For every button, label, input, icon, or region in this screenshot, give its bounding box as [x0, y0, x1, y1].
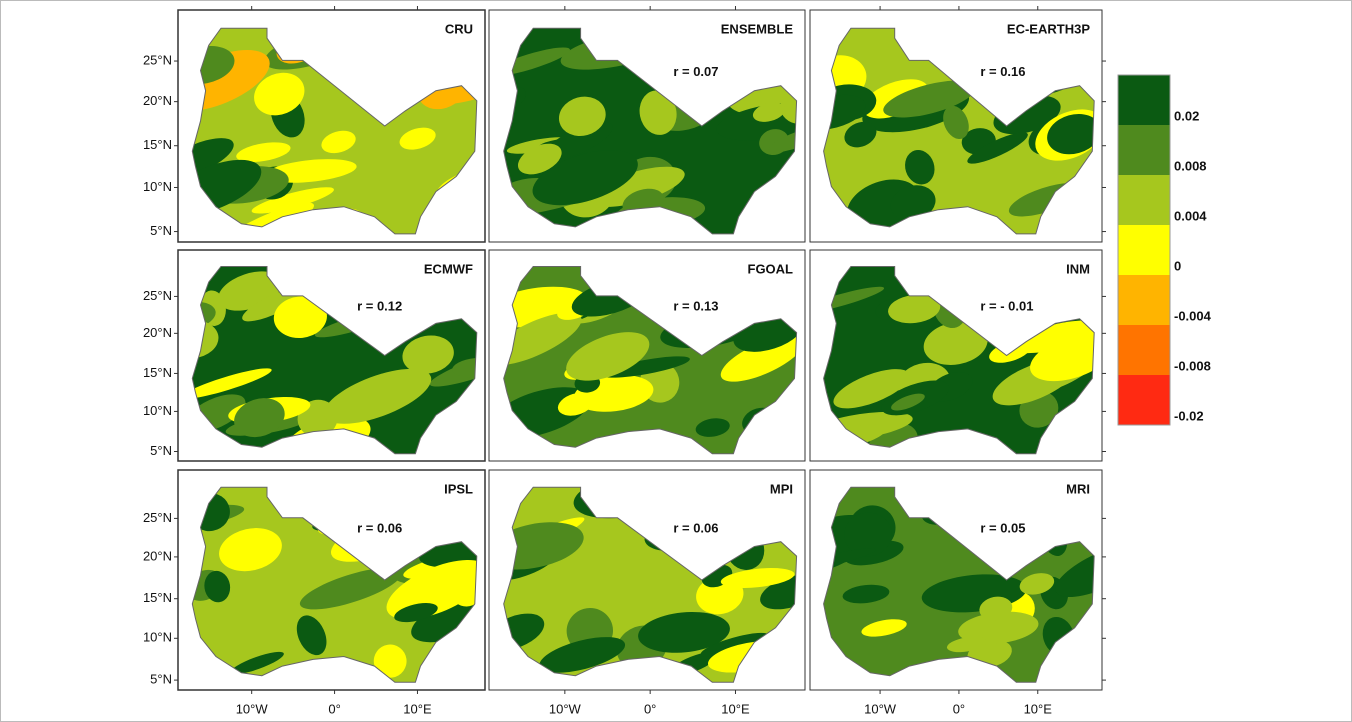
y-axis-label: 15°N: [143, 590, 172, 605]
panel-title: IPSL: [444, 481, 473, 496]
x-axis-label: 0°: [644, 701, 656, 716]
panel: EC-EARTH3P r = 0.16: [796, 0, 1115, 246]
legend-swatch: [1118, 125, 1170, 175]
x-axis-label: 10°E: [1024, 701, 1053, 716]
panel: IPSL r = 0.06: [133, 467, 532, 692]
correlation: r = 0.05: [980, 521, 1025, 536]
panel: MPI r = 0.06: [481, 447, 826, 690]
legend-swatch: [1118, 225, 1170, 275]
y-axis-label: 20°N: [143, 325, 172, 340]
legend-label: 0.02: [1174, 108, 1199, 123]
y-axis-label: 25°N: [143, 52, 172, 67]
correlation: r = 0.13: [673, 298, 718, 313]
x-axis-label: 10°E: [403, 701, 432, 716]
correlation: r = 0.16: [980, 64, 1025, 79]
panel: CRU: [156, 10, 542, 259]
y-axis-label: 10°N: [143, 403, 172, 418]
panel-title: INM: [1066, 261, 1090, 276]
correlation: r = 0.07: [673, 64, 718, 79]
legend-label: -0.008: [1174, 358, 1211, 373]
y-axis-label: 5°N: [150, 223, 172, 238]
x-axis-label: 10°W: [864, 701, 897, 716]
y-axis-label: 25°N: [143, 288, 172, 303]
legend-label: 0.004: [1174, 208, 1207, 223]
correlation: r = 0.12: [357, 298, 402, 313]
legend-swatch: [1118, 325, 1170, 375]
y-axis-label: 5°N: [150, 672, 172, 687]
panel-title: FGOAL: [748, 261, 794, 276]
y-axis-label: 15°N: [143, 365, 172, 380]
panel-title: ENSEMBLE: [721, 21, 794, 36]
panel-title: MPI: [770, 481, 793, 496]
y-axis-label: 10°N: [143, 179, 172, 194]
y-axis-label: 20°N: [143, 93, 172, 108]
y-axis-label: 15°N: [143, 137, 172, 152]
y-axis-label: 20°N: [143, 548, 172, 563]
legend-label: -0.004: [1174, 308, 1212, 323]
correlation: r = 0.06: [357, 521, 402, 536]
panel-title: CRU: [445, 21, 473, 36]
panel: MRI r = 0.05: [759, 454, 1158, 692]
y-axis-label: 10°N: [143, 630, 172, 645]
panel-title: EC-EARTH3P: [1007, 21, 1090, 36]
figure: CRU 25°N 20°N 15°N 10°N 5°N ENSEMBLE r = 0.07 EC…: [0, 0, 1352, 722]
panel: ENSEMBLE r = 0.07: [482, 10, 837, 242]
legend-swatch: [1118, 275, 1170, 325]
x-axis-label: 0°: [953, 701, 965, 716]
y-axis-label: 25°N: [143, 510, 172, 525]
y-axis-label: 5°N: [150, 443, 172, 458]
correlation: r = 0.06: [673, 521, 718, 536]
legend-label: -0.02: [1174, 408, 1204, 423]
x-axis-label: 10°W: [549, 701, 582, 716]
panel-title: MRI: [1066, 481, 1090, 496]
x-axis-label: 10°E: [721, 701, 750, 716]
legend-swatch: [1118, 175, 1170, 225]
legend-swatch: [1118, 75, 1170, 125]
correlation: r = - 0.01: [980, 298, 1033, 313]
x-axis-label: 10°W: [236, 701, 269, 716]
x-axis-label: 0°: [328, 701, 340, 716]
legend-swatch: [1118, 375, 1170, 425]
legend-label: 0: [1174, 258, 1181, 273]
panel-title: ECMWF: [424, 261, 473, 276]
legend-label: 0.008: [1174, 158, 1207, 173]
panel: ECMWF r = 0.12: [159, 226, 537, 471]
